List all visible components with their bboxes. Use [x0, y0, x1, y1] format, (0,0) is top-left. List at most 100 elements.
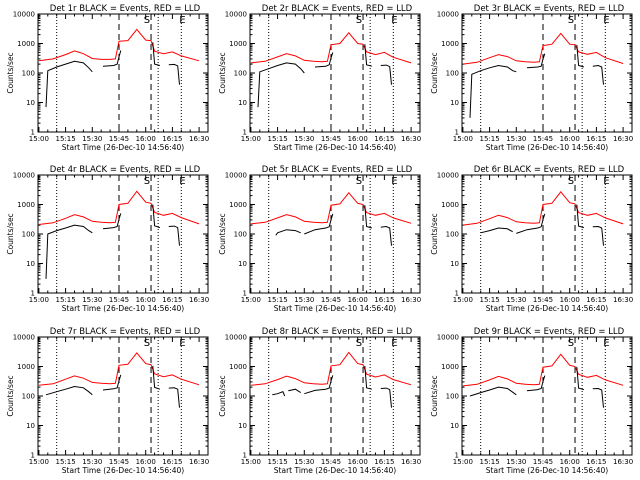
y-axis-label: Counts/sec [6, 213, 15, 254]
event-rate-line [516, 213, 546, 234]
y-tick-label: 1 [455, 290, 459, 298]
y-axis-label: Counts/sec [430, 213, 439, 254]
x-tick-label: 16:00 [136, 458, 156, 466]
x-tick-label: 16:30 [613, 458, 633, 466]
y-tick-label: 100 [22, 70, 35, 78]
x-tick-label: 15:45 [321, 135, 341, 143]
y-tick-label: 1 [243, 452, 247, 460]
x-tick-label: 15:00 [29, 135, 49, 143]
x-axis-label: Start Time (26-Dec-10 14:56:40) [274, 466, 396, 475]
event-rate-line [152, 365, 161, 390]
panel-title: Det 7r BLACK = Events, RED = LLD [50, 327, 201, 337]
flag-label-s: S [356, 15, 362, 26]
x-axis-label: Start Time (26-Dec-10 14:56:40) [274, 304, 396, 313]
y-tick-label: 1 [31, 290, 35, 298]
x-tick-label: 16:15 [374, 458, 394, 466]
y-axis-label: Counts/sec [218, 375, 227, 416]
x-tick-label: 15:00 [29, 458, 49, 466]
y-tick-label: 10 [450, 99, 459, 107]
y-tick-label: 10000 [437, 334, 459, 342]
x-tick-label: 16:30 [401, 458, 421, 466]
x-tick-label: 15:15 [267, 296, 287, 304]
y-tick-label: 100 [22, 231, 35, 239]
lld-rate-line [38, 28, 200, 62]
y-tick-label: 100 [446, 70, 459, 78]
panel-5: Det 5r BLACK = Events, RED = LLD 1 10 100 10… [218, 165, 421, 313]
y-tick-label: 10000 [437, 172, 459, 180]
x-tick-label: 16:15 [586, 458, 606, 466]
plot-frame [249, 174, 421, 294]
panel-3: Det 3r BLACK = Events, RED = LLD 1 10 100 10… [430, 4, 633, 152]
y-axis-label: Counts/sec [430, 52, 439, 93]
y-tick-label: 10000 [225, 172, 247, 180]
event-rate-line [288, 388, 301, 394]
x-tick-label: 15:00 [453, 135, 473, 143]
event-rate-line [102, 50, 122, 67]
x-tick-label: 16:00 [136, 296, 156, 304]
event-rate-line [380, 225, 392, 246]
panel-8: Det 8r BLACK = Events, RED = LLD 1 10 100 10… [218, 327, 421, 475]
x-tick-label: 16:30 [189, 296, 209, 304]
event-rate-line [576, 366, 585, 391]
x-axis-label: Start Time (26-Dec-10 14:56:40) [274, 143, 396, 152]
x-tick-label: 15:15 [55, 135, 75, 143]
x-tick-label: 16:15 [162, 135, 182, 143]
x-tick-label: 16:15 [374, 135, 394, 143]
event-rate-line [257, 62, 305, 108]
x-tick-label: 15:45 [533, 458, 553, 466]
event-rate-line [576, 204, 585, 229]
lld-rate-line [38, 190, 200, 225]
event-rate-line [168, 387, 180, 408]
x-axis-label: Start Time (26-Dec-10 14:56:40) [62, 143, 184, 152]
y-tick-label: 1 [455, 452, 459, 460]
x-tick-label: 15:30 [82, 458, 102, 466]
x-tick-label: 15:30 [294, 458, 314, 466]
y-tick-label: 100 [446, 231, 459, 239]
panel-title: Det 1r BLACK = Events, RED = LLD [50, 4, 201, 14]
flag-label-e: E [391, 338, 397, 349]
y-axis-label: Counts/sec [218, 213, 227, 254]
y-tick-label: 1000 [441, 40, 459, 48]
flag-label-e: E [603, 338, 609, 349]
plot-frame [249, 13, 421, 133]
plot-frame [37, 13, 209, 133]
x-tick-label: 15:15 [479, 135, 499, 143]
y-tick-label: 1000 [17, 40, 35, 48]
event-rate-line [304, 213, 334, 235]
flag-label-s: S [568, 15, 574, 26]
y-tick-label: 10000 [225, 11, 247, 19]
y-tick-label: 10000 [225, 334, 247, 342]
event-rate-line [469, 386, 517, 397]
y-tick-label: 10000 [437, 11, 459, 19]
x-tick-label: 15:15 [267, 458, 287, 466]
panel-title: Det 9r BLACK = Events, RED = LLD [474, 327, 625, 337]
x-tick-label: 15:45 [321, 296, 341, 304]
x-tick-label: 16:15 [586, 135, 606, 143]
x-axis-label: Start Time (26-Dec-10 14:56:40) [486, 143, 608, 152]
event-rate-line [480, 227, 513, 234]
event-rate-line [275, 229, 301, 236]
lld-rate-line [462, 353, 624, 387]
y-tick-label: 1 [455, 129, 459, 137]
flag-label-s: S [144, 176, 150, 187]
panel-4: Det 4r BLACK = Events, RED = LLD 1 10 100 10… [6, 165, 209, 313]
plot-frame [249, 336, 421, 456]
y-tick-label: 10 [238, 99, 247, 107]
x-axis-label: Start Time (26-Dec-10 14:56:40) [486, 304, 608, 313]
x-axis-label: Start Time (26-Dec-10 14:56:40) [486, 466, 608, 475]
event-rate-line [469, 64, 517, 118]
x-tick-label: 16:00 [348, 458, 368, 466]
plot-frame [461, 174, 633, 294]
flag-label-e: E [179, 338, 185, 349]
panel-title: Det 2r BLACK = Events, RED = LLD [262, 4, 413, 14]
y-axis-label: Counts/sec [430, 375, 439, 416]
event-rate-line [45, 60, 93, 108]
panel-2: Det 2r BLACK = Events, RED = LLD 1 10 100 10… [218, 4, 421, 152]
event-rate-line [102, 374, 122, 391]
panel-7: Det 7r BLACK = Events, RED = LLD 1 10 100 10… [6, 327, 209, 475]
x-tick-label: 15:30 [506, 458, 526, 466]
panel-title: Det 6r BLACK = Events, RED = LLD [474, 165, 625, 175]
x-tick-label: 15:00 [29, 296, 49, 304]
x-tick-label: 16:30 [613, 296, 633, 304]
x-tick-label: 15:30 [82, 296, 102, 304]
